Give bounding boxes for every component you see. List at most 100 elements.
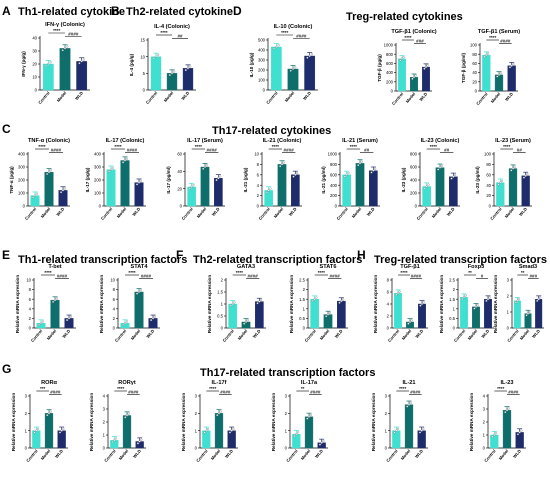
data-point <box>485 54 488 57</box>
x-tick-label: Control <box>145 90 158 105</box>
y-tick-label: 2 <box>453 287 456 292</box>
bar-model <box>44 171 54 207</box>
data-point <box>397 427 400 430</box>
y-tick-label: 0 <box>391 89 394 94</box>
x-tick-label: WLD <box>512 448 522 459</box>
data-point <box>46 414 49 417</box>
x-tick-label: WLD <box>54 448 64 459</box>
data-point <box>450 177 453 180</box>
data-point <box>232 427 235 430</box>
data-point <box>296 171 299 175</box>
data-point <box>138 440 141 443</box>
bar-control <box>32 430 41 449</box>
data-point <box>246 319 249 322</box>
bar-model <box>304 416 314 449</box>
y-tick-label: 800 <box>330 162 338 167</box>
data-point <box>358 162 362 165</box>
y-tick-label: 4 <box>387 302 390 307</box>
panel-title-f: Th2-related transcription factors <box>193 254 362 266</box>
x-tick-label: WLD <box>180 90 190 101</box>
y-tick-label: 0 <box>507 326 510 331</box>
data-point <box>217 177 220 180</box>
data-point <box>219 175 222 178</box>
y-axis-label: Relative mRNA expression <box>289 275 294 333</box>
y-axis-label: TGF-β (pg/g) <box>377 54 382 82</box>
data-point <box>139 179 142 182</box>
bar-wld <box>484 299 492 329</box>
data-point <box>487 52 490 55</box>
sig-label-model-vs-control: **** <box>236 270 243 275</box>
sig-label-model-vs-control: *** <box>40 386 46 391</box>
data-point <box>424 66 428 69</box>
x-tick-label: Control <box>114 328 127 343</box>
charts-layer: IFN-γ (Colonic)IFN-γ (pg/g)010203040Cont… <box>9 22 544 463</box>
y-tick-label: 800 <box>386 52 394 57</box>
data-point <box>219 410 222 413</box>
y-tick-label: 6 <box>113 297 116 302</box>
data-point <box>422 427 425 430</box>
data-point <box>402 56 405 59</box>
x-tick-label: WLD <box>518 206 528 217</box>
y-axis-label: TNF-α (pg/g) <box>9 166 14 194</box>
y-tick-label: 300 <box>94 165 102 170</box>
chart-title: IL-17 (Serum) <box>187 138 223 144</box>
data-point <box>49 61 52 64</box>
y-tick-label: 2 <box>285 411 288 416</box>
data-point <box>62 427 65 430</box>
y-tick-label: 0 <box>257 204 260 209</box>
x-tick-label: Control <box>25 448 38 463</box>
data-point <box>265 191 268 194</box>
y-tick-label: 8 <box>387 278 390 283</box>
bar-wld <box>254 301 264 329</box>
x-tick-label: WLD <box>55 206 65 217</box>
data-point <box>53 299 57 302</box>
y-tick-label: 10 <box>254 152 259 157</box>
panel-title-g: Th17-related transcription factors <box>200 367 375 379</box>
data-point <box>423 67 426 70</box>
x-tick-label: Model <box>400 448 412 460</box>
x-tick-label: WLD <box>211 206 221 217</box>
panel-title-d: Treg-related cytokines <box>346 11 463 23</box>
x-tick-label: Model <box>300 448 312 460</box>
bar-model <box>214 413 224 449</box>
x-tick-label: WLD <box>531 328 541 339</box>
data-point <box>398 290 401 293</box>
sig-label-wld-vs-model: ### <box>416 39 424 44</box>
y-tick-label: 0 <box>99 204 102 209</box>
chart-title: IFN-γ (Colonic) <box>45 22 85 28</box>
data-point <box>517 298 520 301</box>
bar-control <box>270 46 282 91</box>
y-tick-label: 3 <box>385 394 388 399</box>
bar-control <box>292 433 301 449</box>
x-tick-label: Model <box>163 90 175 102</box>
x-tick-label: Control <box>489 206 502 221</box>
bar-model <box>502 410 512 449</box>
data-point <box>157 53 160 56</box>
data-point <box>289 69 292 72</box>
data-point <box>33 194 37 197</box>
x-tick-label: Model <box>40 206 52 218</box>
bar-control <box>460 297 468 329</box>
data-point <box>137 290 141 294</box>
data-point <box>539 296 542 299</box>
panel-letter-d: D <box>233 4 242 18</box>
x-tick-label: Model <box>319 328 331 340</box>
data-point <box>188 187 191 190</box>
y-tick-label: 3 <box>195 394 198 399</box>
sig-label-model-vs-control: **** <box>272 144 279 149</box>
data-point <box>49 410 52 413</box>
data-point <box>485 299 488 302</box>
bar-wld <box>535 299 543 329</box>
data-point <box>39 322 43 325</box>
data-point <box>343 175 346 178</box>
data-point <box>297 431 300 434</box>
data-point <box>522 176 525 179</box>
chart-title: RORγt <box>118 380 136 386</box>
x-tick-label: Model <box>351 206 363 218</box>
y-tick-label: 600 <box>410 165 418 170</box>
x-tick-label: Control <box>103 448 116 463</box>
y-tick-label: 0.5 <box>217 314 223 319</box>
data-point <box>269 187 272 190</box>
y-tick-label: 0 <box>387 326 390 331</box>
